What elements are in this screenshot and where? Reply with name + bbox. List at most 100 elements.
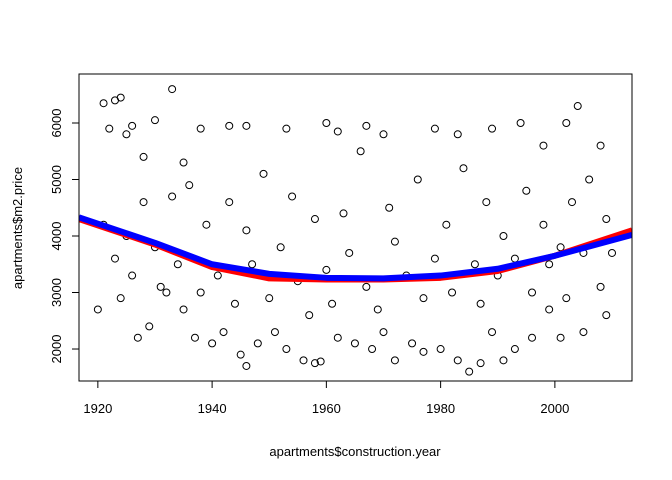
point (322, 265, 331, 274)
point (259, 169, 268, 178)
point (196, 288, 205, 297)
point (179, 158, 188, 167)
point (356, 147, 365, 156)
point (333, 333, 342, 342)
point (596, 282, 605, 291)
point (128, 121, 137, 130)
point (573, 102, 582, 111)
point (133, 333, 142, 342)
point (93, 305, 102, 314)
point (562, 294, 571, 303)
plot-box (78, 73, 633, 382)
point (556, 333, 565, 342)
point (539, 141, 548, 150)
point (579, 328, 588, 337)
point (253, 339, 262, 348)
point (499, 232, 508, 241)
point (545, 305, 554, 314)
point (225, 121, 234, 130)
point (145, 322, 154, 331)
point (219, 328, 228, 337)
y-tick-label: 6000 (49, 109, 64, 138)
point (299, 356, 308, 365)
point (350, 339, 359, 348)
point (470, 260, 479, 269)
point (230, 299, 239, 308)
point (385, 203, 394, 212)
point (99, 99, 108, 108)
point (345, 248, 354, 257)
y-tick-label: 3000 (49, 278, 64, 307)
point (528, 288, 537, 297)
point (408, 339, 417, 348)
point (242, 226, 251, 235)
point (162, 288, 171, 297)
point (213, 271, 222, 280)
point (362, 282, 371, 291)
point (368, 345, 377, 354)
point (482, 198, 491, 207)
point (196, 124, 205, 133)
point (185, 181, 194, 190)
point (602, 311, 611, 320)
point (225, 198, 234, 207)
point (310, 359, 319, 368)
point (556, 243, 565, 252)
point (139, 152, 148, 161)
point (105, 124, 114, 133)
point (282, 124, 291, 133)
point (379, 328, 388, 337)
y-tick-label: 5000 (49, 165, 64, 194)
y-axis-label: apartments$m2.price (10, 167, 25, 289)
point (208, 339, 217, 348)
point (242, 361, 251, 370)
point (465, 367, 474, 376)
point (585, 175, 594, 184)
x-tick-label: 2000 (540, 401, 569, 416)
point (379, 130, 388, 139)
point (442, 220, 451, 229)
point (430, 124, 439, 133)
point (339, 209, 348, 218)
y-tick-label: 4000 (49, 222, 64, 251)
x-axis-label: apartments$construction.year (269, 444, 441, 459)
point (436, 345, 445, 354)
point (168, 192, 177, 201)
point (270, 328, 279, 337)
point (150, 116, 159, 125)
x-tick-label: 1980 (426, 401, 455, 416)
point (488, 328, 497, 337)
point (110, 254, 119, 263)
point (459, 164, 468, 173)
point (116, 294, 125, 303)
point (362, 121, 371, 130)
point (276, 243, 285, 252)
point (236, 350, 245, 359)
point (202, 220, 211, 229)
point (316, 357, 325, 366)
point (522, 186, 531, 195)
y-tick-label: 2000 (49, 335, 64, 364)
point (310, 215, 319, 224)
point (390, 356, 399, 365)
point (453, 130, 462, 139)
point (419, 347, 428, 356)
point (602, 215, 611, 224)
point (476, 359, 485, 368)
point (328, 299, 337, 308)
x-tick-label: 1920 (83, 401, 112, 416)
point (608, 248, 617, 257)
point (539, 220, 548, 229)
point (430, 254, 439, 263)
point (499, 356, 508, 365)
plot-area (79, 85, 632, 376)
point (305, 311, 314, 320)
point (248, 260, 257, 269)
point (488, 124, 497, 133)
point (516, 118, 525, 127)
point (476, 299, 485, 308)
point (139, 198, 148, 207)
point (568, 198, 577, 207)
point (179, 305, 188, 314)
point (510, 345, 519, 354)
